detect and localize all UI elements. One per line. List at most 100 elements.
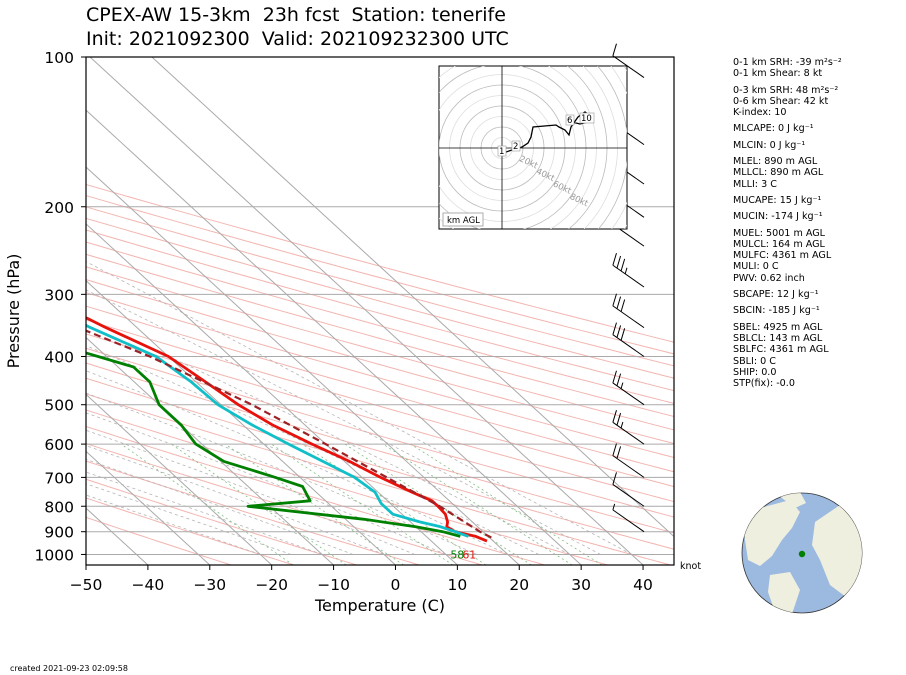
dry-adiabat [86, 516, 232, 565]
wind-unit-label: knot [680, 561, 701, 572]
stat-line: SBLCL: 143 m AGL [733, 332, 823, 344]
dry-adiabat [86, 206, 674, 367]
isotherm [86, 223, 458, 565]
y-tick-label: 800 [44, 498, 74, 516]
dry-adiabat [86, 347, 674, 518]
x-tick-label: −10 [317, 576, 350, 594]
wind-barb-full [612, 410, 617, 423]
stat-line: K-index: 10 [733, 107, 787, 119]
wind-barb-full [616, 446, 622, 459]
y-tick-label: 900 [44, 524, 74, 542]
wind-barb-full [616, 373, 622, 386]
stat-line: SBCIN: -185 J kg⁻¹ [733, 305, 820, 317]
dry-adiabat [86, 333, 674, 503]
stat-line: SBLI: 0 C [733, 355, 776, 367]
wind-barb-half [620, 421, 624, 429]
isotherm [89, 57, 644, 565]
dry-adiabat [86, 229, 674, 392]
wind-barb-staff [612, 305, 645, 329]
wind-barb-full [616, 255, 622, 269]
dry-adiabat [86, 305, 674, 473]
wind-barb-staff [612, 334, 645, 357]
isotherm [86, 280, 396, 565]
stat-line: MLLI: 3 C [733, 178, 777, 190]
mixing-ratio-line [171, 443, 347, 565]
location-globe [741, 492, 863, 614]
stat-line: MULCL: 164 m AGL [733, 238, 825, 250]
hodograph-height-box [579, 112, 595, 124]
stat-line: 0-3 km SRH: 48 m²s⁻² [733, 84, 839, 96]
plot-frame [85, 56, 675, 566]
stat-line: MUCIN: -174 J kg⁻¹ [733, 211, 823, 223]
stat-line: 0-1 km SRH: -39 m²s⁻² [733, 57, 842, 68]
wind-barb [612, 472, 645, 507]
stat-line: SBLFC: 4361 m AGL [733, 344, 829, 356]
mixing-ratio-line [120, 443, 294, 565]
chart-title-line1: CPEX-AW 15-3km 23h fcst Station: tenerif… [86, 4, 506, 26]
hodograph-legend: km AGL [447, 216, 480, 226]
globe-station-marker [798, 550, 806, 558]
dry-adiabat [86, 253, 674, 418]
skewt-grid [86, 57, 674, 565]
stat-line: SBEL: 4925 m AGL [733, 321, 823, 333]
wind-barb-staff [612, 55, 645, 79]
wind-barb [612, 293, 645, 329]
wind-barb-staff [612, 382, 645, 406]
chart-title-line2: Init: 2021092300 Valid: 202109232300 UTC [86, 28, 509, 50]
x-tick-label: −50 [70, 576, 103, 594]
x-tick-label: 10 [448, 576, 468, 594]
isotherm [86, 450, 211, 565]
x-tick-label: −20 [255, 576, 288, 594]
globe-land-north-america [742, 500, 800, 566]
globe-land-south-america [768, 572, 800, 613]
hodograph-height-label: 6 [567, 116, 572, 126]
wind-barb-full [612, 370, 617, 384]
wind-barb-staff [612, 455, 645, 478]
y-tick-label: 100 [44, 49, 74, 67]
stat-line: 0-6 km Shear: 42 kt [733, 95, 829, 107]
wind-barb-full [620, 258, 626, 272]
wind-barb-full [616, 412, 622, 426]
wind-barb-staff [612, 264, 645, 288]
dry-adiabat [86, 425, 545, 565]
wind-barb-full [620, 299, 626, 312]
moist-adiabat [86, 412, 447, 555]
hodograph-height-box [497, 145, 507, 157]
hodograph-legend-box [442, 212, 484, 227]
x-tick-label: −40 [132, 576, 165, 594]
wind-barb-full [612, 322, 617, 335]
y-tick-label: 600 [44, 436, 74, 454]
wind-barb-full [612, 43, 617, 56]
stat-line: MULFC: 4361 m AGL [733, 250, 832, 262]
dry-adiabat [86, 442, 483, 565]
series-dewpoint [86, 351, 461, 538]
mixing-ratio-line [410, 443, 603, 565]
dry-adiabat [86, 292, 674, 458]
y-tick-label: 700 [44, 469, 74, 487]
wind-barb-full [616, 296, 622, 309]
dry-adiabat [86, 362, 674, 534]
stat-line: SHIP: 0.0 [733, 366, 777, 378]
surface-dewpoint-label: 58 [450, 548, 464, 561]
mixing-ratio-line [224, 443, 404, 565]
wind-barb-staff [612, 509, 645, 533]
wind-barb [612, 43, 645, 79]
moist-adiabat [86, 345, 539, 555]
isotherm [86, 393, 273, 565]
wind-barb-full [620, 328, 626, 341]
series-wetbulb [86, 323, 469, 538]
isotherm [151, 57, 674, 538]
wind-barb-full [612, 443, 617, 456]
y-axis-title: Pressure (hPa) [4, 254, 23, 369]
moist-adiabat [86, 445, 385, 555]
moist-adiabat [86, 317, 570, 555]
wind-barb [612, 252, 645, 288]
y-tick-label: 300 [44, 286, 74, 304]
dry-adiabat [86, 183, 674, 343]
x-axis-title: Temperature (C) [314, 596, 445, 615]
x-tick-label: 40 [633, 576, 653, 594]
series-parcel [86, 329, 495, 540]
stat-line: MLLCL: 890 m AGL [733, 167, 824, 179]
stat-line: MLEL: 890 m AGL [733, 156, 818, 168]
wind-barb-staff [612, 484, 645, 507]
